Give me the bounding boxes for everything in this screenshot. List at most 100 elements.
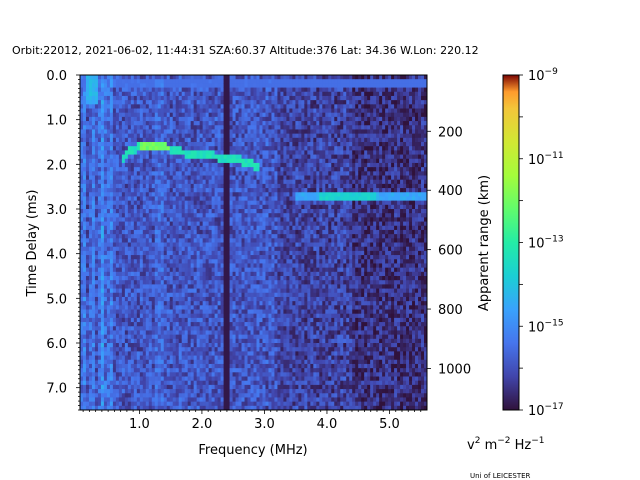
heatmap-cell: [145, 167, 150, 172]
heatmap-cell: [244, 363, 248, 369]
heatmap-cell: [193, 133, 198, 139]
heatmap-cell: [190, 137, 195, 143]
heatmap-cell: [250, 179, 254, 185]
heatmap-cell: [151, 229, 156, 235]
heatmap-cell: [187, 347, 192, 352]
heatmap-cell: [196, 359, 201, 365]
heatmap-cell: [172, 95, 177, 101]
heatmap-cell: [169, 75, 174, 80]
heatmap-cell: [106, 162, 111, 168]
heatmap-cell: [127, 393, 132, 398]
heatmap-cell: [253, 196, 257, 202]
heatmap-cell: [202, 225, 207, 231]
heatmap-cell: [97, 351, 102, 356]
heatmap-cell: [259, 171, 263, 176]
heatmap-cell: [154, 351, 159, 356]
heatmap-cell: [127, 238, 132, 243]
heatmap-cell: [214, 267, 218, 273]
heatmap-cell: [142, 83, 147, 88]
heatmap-cell: [220, 204, 224, 210]
heatmap-cell: [262, 343, 266, 348]
heatmap-cell: [223, 267, 227, 273]
heatmap-cell: [214, 351, 218, 356]
heatmap-cell: [121, 171, 126, 176]
heatmap-cell: [112, 217, 117, 222]
heatmap-cell: [265, 154, 269, 160]
heatmap-cell: [229, 313, 233, 319]
heatmap-cell: [199, 196, 204, 202]
heatmap-cell: [247, 322, 251, 327]
heatmap-cell: [100, 372, 105, 377]
heatmap-cell: [100, 116, 105, 122]
heatmap-cell: [133, 217, 138, 222]
heatmap-cell: [97, 326, 102, 331]
heatmap-cell: [163, 401, 168, 407]
heatmap-cell: [100, 121, 105, 126]
heatmap-cell: [193, 280, 198, 285]
heatmap-cell: [88, 209, 93, 214]
heatmap-cell: [211, 204, 216, 210]
heatmap-cell: [232, 167, 236, 172]
heatmap-cell: [250, 271, 254, 277]
heatmap-cell: [103, 146, 108, 151]
heatmap-cell: [259, 108, 263, 114]
heatmap-cell: [91, 137, 96, 143]
heatmap-cell: [94, 296, 99, 302]
heatmap-cell: [226, 100, 230, 105]
heatmap-cell: [184, 104, 189, 109]
heatmap-cell: [259, 317, 263, 323]
heatmap-cell: [106, 154, 111, 160]
heatmap-cell: [106, 79, 111, 84]
heatmap-cell: [223, 192, 227, 197]
heatmap-cell: [103, 351, 108, 356]
heatmap-cell: [196, 405, 201, 411]
heatmap-cell: [229, 363, 233, 369]
heatmap-cell: [94, 292, 99, 298]
heatmap-cell: [136, 150, 141, 155]
heatmap-cell: [88, 167, 93, 172]
heatmap-cell: [82, 217, 87, 222]
heatmap-cell: [172, 334, 177, 340]
heatmap-cell: [190, 246, 195, 252]
heatmap-cell: [154, 309, 159, 315]
heatmap-cell: [103, 317, 108, 323]
heatmap-cell: [262, 397, 266, 403]
heatmap-cell: [80, 137, 84, 143]
heatmap-cell: [181, 259, 186, 264]
heatmap-cell: [151, 389, 156, 394]
heatmap-cell: [127, 397, 132, 403]
heatmap-cell: [262, 355, 266, 361]
heatmap-cell: [106, 263, 111, 269]
heatmap-cell: [199, 405, 204, 411]
heatmap-cell: [115, 380, 120, 386]
heatmap-cell: [202, 87, 207, 93]
heatmap-cell: [154, 246, 159, 252]
heatmap-cell: [163, 363, 168, 369]
heatmap-cell: [253, 255, 257, 260]
heatmap-cell: [199, 104, 204, 109]
heatmap-cell: [190, 292, 195, 298]
heatmap-cell: [241, 343, 245, 348]
heatmap-cell: [166, 351, 171, 356]
heatmap-cell: [100, 146, 105, 151]
heatmap-cell: [115, 347, 120, 352]
heatmap-cell: [94, 326, 99, 331]
heatmap-cell: [118, 188, 123, 193]
heatmap-cell: [259, 372, 263, 377]
heatmap-cell: [181, 355, 186, 361]
heatmap-cell: [211, 322, 216, 327]
heatmap-cell: [172, 221, 177, 227]
heatmap-cell: [244, 150, 248, 155]
heatmap-cell: [97, 162, 102, 168]
heatmap-cell: [145, 405, 150, 411]
heatmap-cell: [259, 133, 263, 139]
heatmap-cell: [175, 242, 180, 248]
heatmap-cell: [253, 292, 257, 298]
heatmap-cell: [262, 150, 266, 155]
heatmap-cell: [169, 263, 174, 269]
heatmap-cell: [136, 313, 141, 319]
heatmap-cell: [112, 288, 117, 294]
heatmap-cell: [112, 154, 117, 160]
heatmap-cell: [253, 351, 257, 356]
heatmap-cell: [238, 363, 242, 369]
